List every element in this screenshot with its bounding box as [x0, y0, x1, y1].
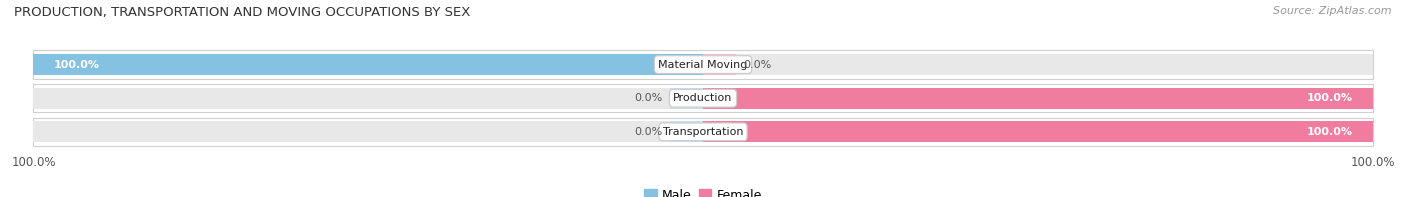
Text: 0.0%: 0.0%	[634, 93, 662, 103]
Text: 100.0%: 100.0%	[1306, 127, 1353, 137]
Text: Transportation: Transportation	[662, 127, 744, 137]
Text: 0.0%: 0.0%	[744, 60, 772, 70]
Text: PRODUCTION, TRANSPORTATION AND MOVING OCCUPATIONS BY SEX: PRODUCTION, TRANSPORTATION AND MOVING OC…	[14, 6, 471, 19]
Bar	[669, 88, 703, 109]
Text: 0.0%: 0.0%	[634, 127, 662, 137]
Bar	[669, 121, 703, 142]
Bar	[34, 84, 1372, 112]
Bar	[703, 54, 737, 75]
Bar	[34, 50, 1372, 79]
Bar	[34, 88, 1372, 109]
Bar	[34, 54, 703, 75]
Bar	[34, 121, 1372, 142]
Legend: Male, Female: Male, Female	[640, 184, 766, 197]
Text: Source: ZipAtlas.com: Source: ZipAtlas.com	[1274, 6, 1392, 16]
Bar	[703, 121, 1372, 142]
Text: Material Moving: Material Moving	[658, 60, 748, 70]
Bar	[34, 54, 1372, 75]
Text: 100.0%: 100.0%	[53, 60, 100, 70]
Bar	[703, 88, 1372, 109]
Text: Production: Production	[673, 93, 733, 103]
Bar	[34, 118, 1372, 146]
Text: 100.0%: 100.0%	[1306, 93, 1353, 103]
